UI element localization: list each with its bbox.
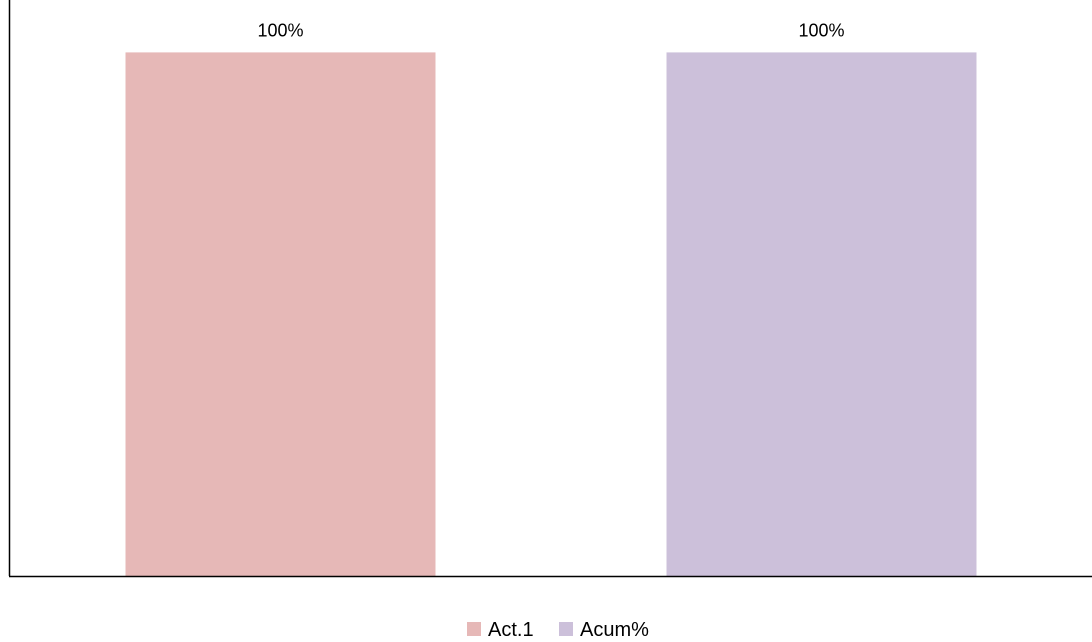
- bar-0: [126, 52, 436, 576]
- data-label-1: 100%: [798, 20, 844, 40]
- legend-item-1: Acum%: [559, 619, 649, 641]
- legend-item-0: Act.1: [467, 619, 534, 641]
- legend-label-1: Acum%: [580, 619, 649, 641]
- data-label-0: 100%: [257, 20, 303, 40]
- legend-swatch-0: [467, 622, 481, 636]
- legend: Act.1 Acum%: [467, 619, 649, 641]
- bar-1: [667, 52, 977, 576]
- legend-label-0: Act.1: [488, 619, 534, 641]
- bars: [126, 52, 977, 576]
- data-labels: 100% 100%: [257, 20, 844, 40]
- legend-swatch-1: [559, 622, 573, 636]
